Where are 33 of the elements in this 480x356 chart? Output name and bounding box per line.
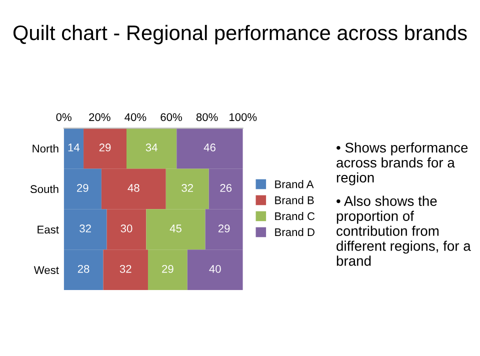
annotation: 46: [204, 144, 216, 152]
chart-title: Quilt chart - Regional performance across brands: [13, 24, 467, 44]
x-tick-label: 60%: [160, 113, 182, 122]
legend-label: Brand B: [275, 196, 314, 204]
annotation: 30: [120, 224, 132, 232]
text: • Also shows the proportion of contribution from different regions, for a brand: [336, 196, 471, 266]
annotation: 29: [99, 144, 111, 152]
legend-label: Brand C: [275, 212, 315, 220]
x-tick-label: 40%: [124, 113, 146, 122]
x-tick-label: 100%: [230, 113, 257, 122]
annotation: 26: [220, 184, 232, 192]
x-tick-label: 20%: [89, 113, 110, 122]
annotation: 28: [78, 265, 90, 273]
annotation: 45: [170, 224, 182, 232]
annotation: 48: [128, 184, 140, 192]
annotation: 32: [182, 184, 193, 192]
annotation: 29: [77, 184, 88, 192]
annotation: 29: [218, 224, 230, 232]
y-tick-label: West: [34, 266, 59, 274]
annotation: 40: [209, 265, 221, 273]
y-tick-label: East: [38, 226, 59, 234]
annotation: 32: [120, 265, 132, 273]
x-tick-label: 80%: [196, 113, 218, 122]
legend-label: Brand A: [275, 180, 314, 188]
annotation: 32: [80, 224, 91, 232]
y-tick-label: North: [32, 144, 58, 153]
x-tick-label: 0%: [56, 113, 72, 122]
legend-label: Brand D: [275, 228, 314, 236]
annotation: 29: [162, 265, 174, 273]
annotation: 34: [146, 144, 158, 152]
text: • Shows performance across brands for a region: [336, 142, 468, 186]
y-tick-label: South: [30, 184, 58, 194]
annotation: 14: [68, 144, 80, 152]
